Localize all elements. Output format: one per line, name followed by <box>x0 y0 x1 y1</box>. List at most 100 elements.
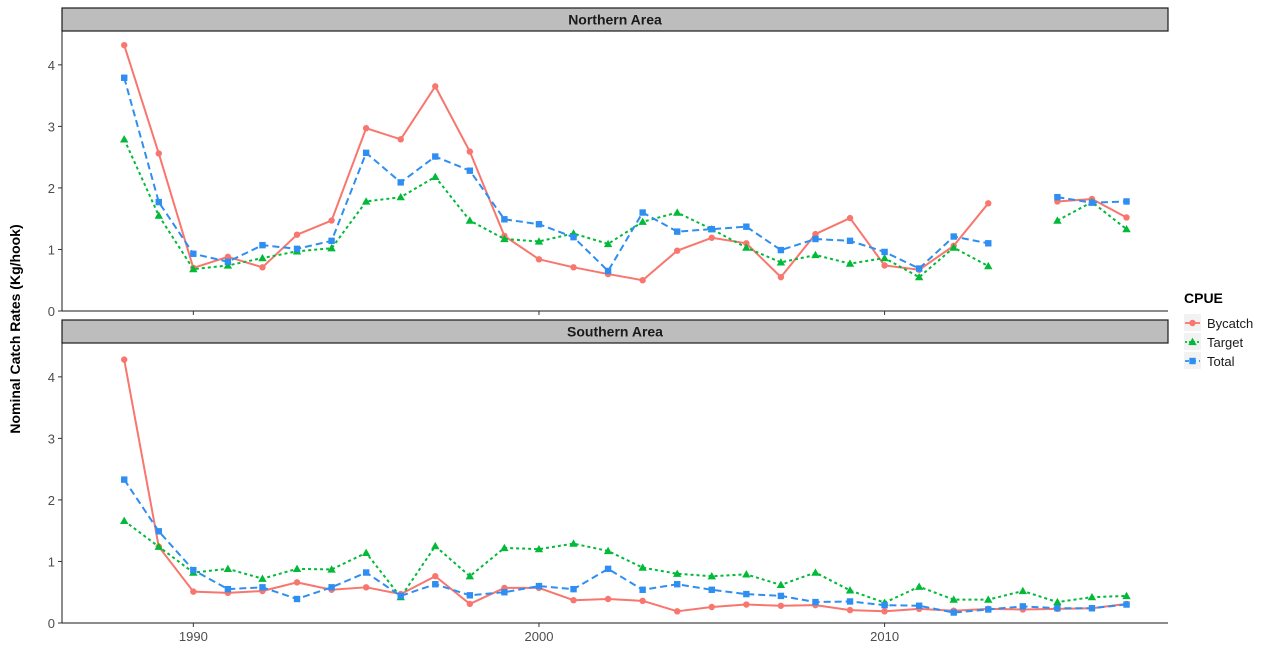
data-point <box>1019 603 1027 610</box>
data-point <box>846 606 854 614</box>
y-tick-label: 1 <box>48 242 55 257</box>
data-point <box>466 600 474 608</box>
data-point <box>1123 198 1130 205</box>
data-point <box>674 247 681 254</box>
data-point <box>812 230 819 238</box>
data-point <box>223 564 233 572</box>
x-tick-label: 2010 <box>870 629 899 644</box>
data-point <box>674 228 681 235</box>
data-point <box>743 223 750 230</box>
data-point <box>881 262 888 269</box>
data-point <box>1053 216 1062 224</box>
legend-marker <box>1189 319 1196 327</box>
y-tick-label: 0 <box>48 616 55 631</box>
data-point <box>743 590 750 598</box>
data-point <box>500 234 509 243</box>
data-point <box>639 586 646 593</box>
y-tick-label: 2 <box>48 181 55 196</box>
y-tick-label: 3 <box>48 431 55 446</box>
data-point <box>432 83 439 90</box>
data-point <box>1087 592 1097 601</box>
data-point <box>1123 214 1130 221</box>
data-point <box>431 541 440 550</box>
data-point <box>707 572 716 580</box>
y-tick-label: 1 <box>48 554 55 569</box>
data-point <box>432 581 439 588</box>
data-point <box>190 250 197 257</box>
data-point <box>535 221 543 228</box>
data-point <box>603 239 613 248</box>
data-point <box>603 546 613 555</box>
data-point <box>742 243 751 251</box>
data-point <box>914 582 924 590</box>
data-point <box>466 148 474 155</box>
data-point <box>1088 199 1096 206</box>
data-point <box>570 585 577 593</box>
panel-strip <box>61 319 1169 344</box>
data-point <box>811 568 820 576</box>
legend-marker <box>1189 357 1196 365</box>
x-tick-label: 1990 <box>179 629 208 644</box>
data-point <box>915 602 923 609</box>
data-point <box>569 539 578 547</box>
data-point <box>708 234 715 241</box>
legend-entries: Bycatch Target Total <box>1184 314 1253 369</box>
series-line <box>123 77 989 272</box>
data-point <box>120 135 129 143</box>
data-point <box>881 601 888 609</box>
data-point <box>777 246 785 254</box>
series-line <box>123 479 1127 614</box>
data-point <box>985 200 992 207</box>
data-point <box>950 233 957 240</box>
series-line <box>1056 201 1128 230</box>
data-point <box>328 217 335 224</box>
data-point <box>362 125 370 132</box>
data-point <box>397 592 404 600</box>
data-point <box>121 476 128 483</box>
data-point <box>293 245 301 253</box>
data-point <box>154 542 163 550</box>
data-point <box>466 167 474 174</box>
y-tick-label: 3 <box>48 119 55 134</box>
panel-title: Northern Area <box>568 12 662 28</box>
data-point <box>396 192 405 201</box>
data-point <box>638 217 647 225</box>
panel-strip <box>61 7 1169 32</box>
panel-southern-area: Southern Area 0 1 2 3 4 1990 2000 2010 <box>48 319 1169 644</box>
data-point <box>674 581 681 588</box>
legend: CPUE Bycatch Target Total <box>1184 290 1253 369</box>
data-point <box>1054 605 1061 612</box>
data-point <box>985 606 992 613</box>
data-point <box>501 589 508 596</box>
data-point <box>155 198 162 206</box>
data-point <box>190 566 197 574</box>
data-point <box>1123 601 1130 608</box>
series-total <box>121 476 1130 616</box>
x-tick-label: 2000 <box>525 629 554 644</box>
data-point <box>570 597 577 604</box>
data-point <box>155 528 162 535</box>
data-point <box>708 603 715 611</box>
y-tick-label: 4 <box>48 58 55 73</box>
data-point <box>259 241 266 249</box>
data-point <box>190 588 197 595</box>
data-point <box>570 264 577 271</box>
data-point <box>293 231 301 238</box>
data-point <box>293 595 301 603</box>
data-point <box>258 574 267 582</box>
data-point <box>224 253 232 261</box>
data-point <box>362 569 370 576</box>
data-point <box>258 253 267 262</box>
series-target <box>120 135 1131 281</box>
data-point <box>500 543 509 552</box>
data-point <box>915 265 923 272</box>
data-point <box>742 570 751 578</box>
data-point <box>674 608 681 615</box>
data-point <box>811 250 820 259</box>
legend-entry-target: Target <box>1184 333 1244 350</box>
data-point <box>984 595 993 603</box>
data-point <box>708 225 715 233</box>
data-point <box>293 579 301 586</box>
data-point <box>950 609 957 616</box>
series-line <box>123 138 989 279</box>
